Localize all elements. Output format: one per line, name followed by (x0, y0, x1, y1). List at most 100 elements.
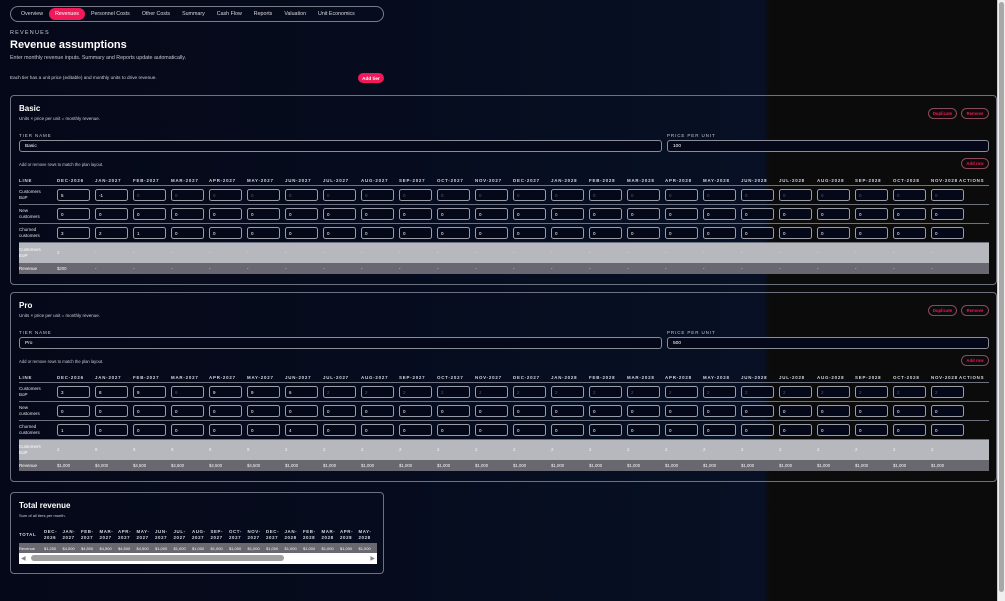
new-input[interactable] (95, 405, 128, 417)
churn-input[interactable] (437, 424, 470, 436)
bop-input[interactable] (437, 189, 470, 201)
bop-input[interactable] (209, 386, 242, 398)
churn-input[interactable] (741, 227, 774, 239)
new-input[interactable] (209, 405, 242, 417)
bop-input[interactable] (779, 386, 812, 398)
churn-input[interactable] (95, 227, 128, 239)
new-input[interactable] (779, 208, 812, 220)
churn-input[interactable] (855, 227, 888, 239)
bop-input[interactable] (475, 386, 508, 398)
add-row-button[interactable]: Add row (961, 355, 989, 366)
tab-unit-economics[interactable]: Unit Economics (318, 11, 355, 17)
bop-input[interactable] (247, 189, 280, 201)
churn-input[interactable] (475, 424, 508, 436)
new-input[interactable] (513, 208, 546, 220)
new-input[interactable] (323, 208, 356, 220)
bop-input[interactable] (513, 189, 546, 201)
new-input[interactable] (133, 208, 166, 220)
new-input[interactable] (817, 405, 850, 417)
new-input[interactable] (703, 405, 736, 417)
new-input[interactable] (551, 405, 584, 417)
horizontal-scrollbar[interactable]: ◀ ▶ (19, 553, 377, 564)
churn-input[interactable] (893, 424, 926, 436)
churn-input[interactable] (703, 424, 736, 436)
bop-input[interactable] (95, 386, 128, 398)
bop-input[interactable] (475, 189, 508, 201)
bop-input[interactable] (741, 189, 774, 201)
churn-input[interactable] (399, 424, 432, 436)
bop-input[interactable] (779, 189, 812, 201)
bop-input[interactable] (817, 189, 850, 201)
bop-input[interactable] (703, 189, 736, 201)
churn-input[interactable] (893, 227, 926, 239)
tier-name-input[interactable]: Basic (19, 140, 662, 152)
churn-input[interactable] (665, 424, 698, 436)
churn-input[interactable] (323, 424, 356, 436)
churn-input[interactable] (209, 424, 242, 436)
new-input[interactable] (209, 208, 242, 220)
bop-input[interactable] (323, 386, 356, 398)
churn-input[interactable] (855, 424, 888, 436)
new-input[interactable] (551, 208, 584, 220)
scroll-right-icon[interactable]: ▶ (370, 556, 375, 562)
new-input[interactable] (589, 208, 622, 220)
new-input[interactable] (171, 405, 204, 417)
new-input[interactable] (817, 208, 850, 220)
new-input[interactable] (627, 208, 660, 220)
new-input[interactable] (57, 405, 90, 417)
new-input[interactable] (361, 405, 394, 417)
churn-input[interactable] (361, 424, 394, 436)
bop-input[interactable] (665, 386, 698, 398)
bop-input[interactable] (551, 386, 584, 398)
churn-input[interactable] (57, 227, 90, 239)
churn-input[interactable] (247, 227, 280, 239)
new-input[interactable] (323, 405, 356, 417)
churn-input[interactable] (323, 227, 356, 239)
new-input[interactable] (437, 208, 470, 220)
bop-input[interactable] (589, 386, 622, 398)
churn-input[interactable] (931, 227, 964, 239)
new-input[interactable] (627, 405, 660, 417)
vertical-scrollbar[interactable] (997, 0, 1005, 601)
new-input[interactable] (703, 208, 736, 220)
bop-input[interactable] (361, 386, 394, 398)
tab-personnel-costs[interactable]: Personnel Costs (90, 11, 130, 17)
churn-input[interactable] (247, 424, 280, 436)
churn-input[interactable] (817, 424, 850, 436)
bop-input[interactable] (171, 386, 204, 398)
new-input[interactable] (285, 405, 318, 417)
bop-input[interactable] (209, 189, 242, 201)
churn-input[interactable] (133, 424, 166, 436)
new-input[interactable] (931, 405, 964, 417)
new-input[interactable] (589, 405, 622, 417)
bop-input[interactable] (95, 189, 128, 201)
remove-button[interactable]: Remove (961, 108, 989, 119)
bop-input[interactable] (361, 189, 394, 201)
churn-input[interactable] (779, 424, 812, 436)
scroll-left-icon[interactable]: ◀ (21, 556, 26, 562)
bop-input[interactable] (931, 189, 964, 201)
new-input[interactable] (893, 208, 926, 220)
new-input[interactable] (475, 405, 508, 417)
tab-revenues[interactable]: Revenues (49, 8, 85, 20)
new-input[interactable] (665, 208, 698, 220)
bop-input[interactable] (817, 386, 850, 398)
new-input[interactable] (399, 208, 432, 220)
bop-input[interactable] (931, 386, 964, 398)
new-input[interactable] (855, 405, 888, 417)
bop-input[interactable] (513, 386, 546, 398)
new-input[interactable] (475, 208, 508, 220)
churn-input[interactable] (627, 227, 660, 239)
bop-input[interactable] (741, 386, 774, 398)
churn-input[interactable] (437, 227, 470, 239)
bop-input[interactable] (551, 189, 584, 201)
new-input[interactable] (665, 405, 698, 417)
new-input[interactable] (931, 208, 964, 220)
churn-input[interactable] (209, 227, 242, 239)
bop-input[interactable] (703, 386, 736, 398)
new-input[interactable] (741, 208, 774, 220)
new-input[interactable] (779, 405, 812, 417)
bop-input[interactable] (589, 189, 622, 201)
bop-input[interactable] (57, 386, 90, 398)
churn-input[interactable] (171, 227, 204, 239)
